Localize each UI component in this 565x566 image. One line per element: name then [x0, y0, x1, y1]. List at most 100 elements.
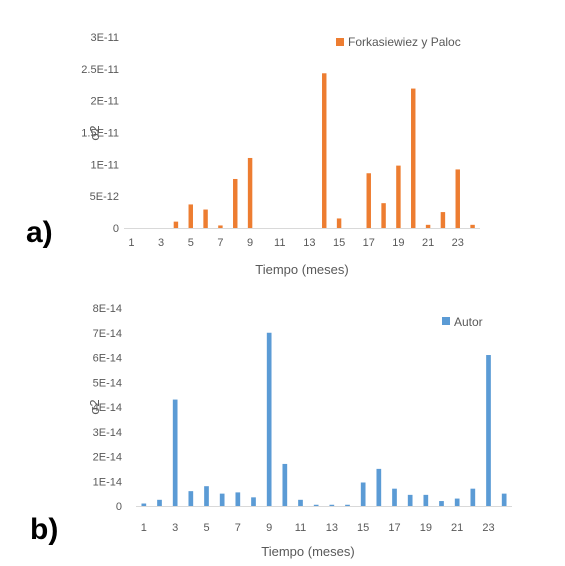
x-tick-label: 11 — [295, 522, 306, 534]
bar — [423, 494, 429, 506]
bar — [247, 157, 253, 228]
x-tick-labels-a: 1 3 5 7 9 11 13 15 17 19 21 23 — [128, 237, 464, 249]
x-tick-label: 23 — [482, 522, 494, 534]
x-tick-label: 5 — [188, 237, 194, 249]
bar — [455, 169, 460, 228]
y-tick-label: 1E-14 — [93, 476, 122, 488]
bar — [203, 209, 208, 228]
bar — [298, 499, 303, 506]
x-tick-label: 7 — [235, 522, 241, 534]
x-tick-labels-b: 1 3 5 7 9 11 13 15 17 19 21 23 — [141, 522, 495, 534]
legend-label-a: Forkasiewiez y Paloc — [348, 35, 461, 49]
y-tick-label: 4E-14 — [93, 402, 122, 414]
bar — [345, 504, 350, 506]
x-tick-label: 21 — [451, 522, 463, 534]
y-tick-label: 3E-14 — [93, 427, 122, 439]
bar — [173, 221, 179, 228]
bar — [336, 218, 342, 228]
bar — [376, 468, 382, 507]
bar — [407, 494, 413, 506]
bar — [486, 355, 491, 506]
x-tick-label: 13 — [326, 522, 338, 534]
y-tick-label: 5E-12 — [90, 191, 119, 203]
y-tick-label: 2E-11 — [90, 96, 119, 108]
x-axis-title-a: Tiempo (meses) — [255, 262, 348, 277]
bar — [381, 203, 386, 228]
x-tick-label: 3 — [158, 237, 164, 249]
x-tick-label: 23 — [452, 237, 464, 249]
x-tick-label: 3 — [172, 522, 178, 534]
bar — [440, 212, 446, 228]
bar — [188, 491, 194, 506]
bar — [204, 486, 209, 506]
y-tick-labels-a: 0 5E-12 1E-11 1.5E-11 2E-11 2.5E-11 3E-11 — [81, 32, 119, 235]
bar — [233, 178, 238, 228]
legend-a: Forkasiewiez y Paloc — [336, 35, 461, 49]
bar — [396, 165, 401, 228]
legend-swatch-a — [336, 38, 344, 46]
bar — [313, 504, 319, 506]
bar — [454, 498, 460, 506]
bar — [188, 204, 193, 228]
bar — [329, 504, 335, 506]
y-tick-label: 2E-14 — [93, 452, 122, 464]
bar — [266, 332, 272, 506]
x-tick-label: 19 — [420, 522, 432, 534]
bars-b — [141, 332, 507, 507]
panel-label-a: a) — [26, 216, 53, 249]
y-tick-label: 1.5E-11 — [81, 128, 119, 140]
x-tick-label: 11 — [274, 237, 285, 249]
x-tick-label: 1 — [128, 237, 134, 249]
bar — [218, 225, 223, 228]
bar — [470, 224, 475, 228]
bar — [157, 499, 162, 506]
bar — [172, 399, 178, 506]
bar — [141, 503, 147, 506]
bar — [439, 501, 444, 506]
legend-swatch-b — [442, 317, 450, 325]
bar — [322, 73, 327, 228]
x-tick-label: 7 — [217, 237, 223, 249]
chart-a: a) σ2 Tiempo (meses) 0 5E-12 1E-11 1.5E-11 2… — [26, 32, 480, 277]
y-tick-label: 0 — [113, 223, 119, 235]
y-tick-label: 8E-14 — [93, 303, 122, 315]
bar — [392, 488, 397, 506]
x-tick-label: 17 — [363, 237, 375, 249]
bar — [219, 493, 225, 507]
x-axis-title-b: Tiempo (meses) — [261, 544, 354, 559]
y-tick-label: 2.5E-11 — [81, 64, 119, 76]
y-tick-label: 3E-11 — [90, 32, 119, 44]
y-axis-title-a: σ2 — [87, 125, 102, 140]
y-tick-label: 1E-11 — [90, 159, 119, 171]
bar — [411, 88, 416, 228]
x-tick-label: 9 — [266, 522, 272, 534]
bar — [366, 173, 371, 228]
bar — [235, 492, 241, 506]
y-tick-label: 5E-14 — [93, 377, 122, 389]
x-tick-label: 21 — [422, 237, 434, 249]
x-tick-label: 15 — [333, 237, 345, 249]
bar — [251, 497, 256, 506]
bars-a — [173, 73, 475, 228]
y-tick-labels-b: 0 1E-14 2E-14 3E-14 4E-14 5E-14 6E-14 7E-14 8E-1… — [93, 303, 122, 513]
x-tick-label: 17 — [388, 522, 400, 534]
bar — [470, 488, 476, 506]
y-axis-title-b: σ2 — [87, 399, 102, 414]
x-tick-label: 1 — [141, 522, 147, 534]
bar — [501, 493, 507, 507]
chart-b: b) σ2 Tiempo (meses) 0 1E-14 2E-14 3E-14 4E-… — [30, 303, 512, 559]
legend-b: Autor — [442, 315, 483, 329]
y-tick-label: 7E-14 — [93, 328, 122, 340]
y-tick-label: 6E-14 — [93, 353, 122, 365]
bar — [360, 482, 366, 506]
x-tick-label: 9 — [247, 237, 253, 249]
x-tick-label: 13 — [303, 237, 315, 249]
y-tick-label: 0 — [116, 501, 122, 513]
legend-label-b: Autor — [454, 315, 483, 329]
panel-label-b: b) — [30, 513, 58, 546]
bar — [282, 463, 288, 506]
x-tick-label: 5 — [203, 522, 209, 534]
x-tick-label: 19 — [392, 237, 404, 249]
x-tick-label: 15 — [357, 522, 369, 534]
